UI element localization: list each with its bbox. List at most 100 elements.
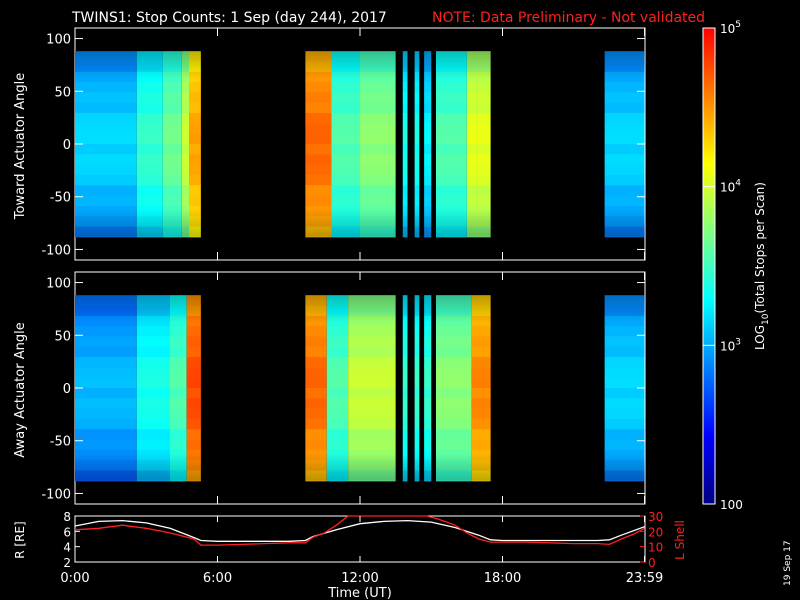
lshell-tick-label: 10	[648, 541, 663, 555]
chart-note: NOTE: Data Preliminary - Not validated	[432, 10, 705, 26]
heatmap-cell	[604, 133, 645, 145]
heatmap-cell	[136, 346, 170, 358]
heatmap-cell	[136, 82, 163, 93]
heatmap-cell	[471, 377, 491, 389]
heatmap-cell	[604, 408, 645, 420]
heatmap-cell	[402, 61, 408, 73]
heatmap-cell	[424, 346, 432, 358]
heatmap-cell	[305, 377, 327, 389]
heatmap-cell	[181, 154, 189, 166]
heatmap-cell	[414, 429, 420, 441]
heatmap-cell	[414, 326, 420, 337]
heatmap-cell	[604, 205, 645, 217]
heatmap-cell	[326, 429, 349, 441]
heatmap-cell	[170, 315, 187, 327]
heatmap-cell	[136, 164, 163, 176]
heatmap-cell	[348, 388, 396, 399]
heatmap-cell	[181, 205, 189, 217]
heatmap-cell	[331, 144, 360, 155]
heatmap-cell	[162, 205, 182, 217]
lshell-y-label: L Shell	[673, 520, 687, 560]
heatmap-cell	[181, 113, 189, 124]
time-x-label: Time (UT)	[327, 586, 392, 600]
toward-y-ticks: 100 50 0 -50 -100	[41, 33, 645, 258]
heatmap-cell	[136, 113, 163, 124]
heatmap-cell	[360, 164, 396, 176]
heatmap-cell	[414, 133, 420, 145]
heatmap-cell	[471, 367, 491, 379]
heatmap-cell	[162, 216, 182, 227]
heatmap-cell	[466, 144, 491, 155]
heatmap-cell	[331, 51, 360, 63]
heatmap-cell	[360, 185, 396, 197]
heatmap-cell	[170, 408, 187, 420]
heatmap-cell	[181, 51, 189, 63]
heatmap-cell	[424, 305, 432, 317]
heatmap-cell	[402, 408, 408, 420]
heatmap-cell	[360, 102, 396, 114]
heatmap-cell	[326, 377, 349, 389]
heatmap-cell	[402, 133, 408, 145]
heatmap-cell	[604, 418, 645, 430]
heatmap-cell	[162, 133, 182, 145]
heatmap-cell	[414, 113, 420, 124]
heatmap-cell	[424, 174, 432, 186]
heatmap-cell	[436, 61, 467, 73]
heatmap-cell	[181, 195, 189, 207]
heatmap-cell	[75, 470, 137, 482]
heatmap-cell	[162, 92, 182, 104]
heatmap-cell	[604, 174, 645, 186]
heatmap-cell	[414, 367, 420, 379]
heatmap-cell	[305, 82, 332, 93]
heatmap-cell	[436, 51, 467, 63]
heatmap-cell	[305, 144, 332, 155]
colorbar-label-prefix: LOG	[753, 325, 767, 350]
heatmap-cell	[466, 123, 491, 135]
heatmap-cell	[162, 102, 182, 114]
heatmap-cell	[471, 346, 491, 358]
heatmap-cell	[424, 51, 432, 63]
heatmap-cell	[436, 133, 467, 145]
colorbar-label-suffix: (Total Stops per Scan)	[753, 182, 767, 313]
heatmap-cell	[402, 429, 408, 441]
heatmap-cell	[414, 71, 420, 83]
heatmap-cell	[414, 195, 420, 207]
heatmap-cell	[436, 326, 472, 337]
heatmap-cell	[402, 144, 408, 155]
heatmap-cell	[136, 102, 163, 114]
colorbar-tick-label: 104	[720, 179, 741, 195]
heatmap-cell	[136, 295, 170, 307]
heatmap-cell	[186, 439, 201, 451]
heatmap-cell	[604, 144, 645, 155]
heatmap-cell	[305, 460, 327, 471]
heatmap-cell	[424, 71, 432, 83]
heatmap-cell	[424, 82, 432, 93]
heatmap-cell	[305, 408, 327, 420]
heatmap-cell	[136, 388, 170, 399]
heatmap-cell	[136, 326, 170, 337]
heatmap-cell	[305, 113, 332, 124]
heatmap-cell	[305, 336, 327, 348]
heatmap-cell	[604, 123, 645, 135]
heatmap-cell	[326, 439, 349, 451]
heatmap-cell	[181, 92, 189, 104]
heatmap-cell	[424, 164, 432, 176]
heatmap-cell	[189, 61, 201, 73]
heatmap-cell	[414, 82, 420, 93]
heatmap-cell	[471, 315, 491, 327]
heatmap-cell	[360, 144, 396, 155]
heatmap-cell	[136, 226, 163, 238]
heatmap-cell	[162, 144, 182, 155]
heatmap-cell	[348, 439, 396, 451]
heatmap-cell	[75, 357, 137, 368]
heatmap-cell	[170, 295, 187, 307]
y-tick-label: 50	[54, 329, 71, 344]
heatmap-cell	[326, 346, 349, 358]
heatmap-cell	[436, 367, 472, 379]
heatmap-cell	[466, 195, 491, 207]
heatmap-cell	[181, 226, 189, 238]
heatmap-cell	[305, 418, 327, 430]
heatmap-cell	[414, 185, 420, 197]
heatmap-cell	[75, 367, 137, 379]
